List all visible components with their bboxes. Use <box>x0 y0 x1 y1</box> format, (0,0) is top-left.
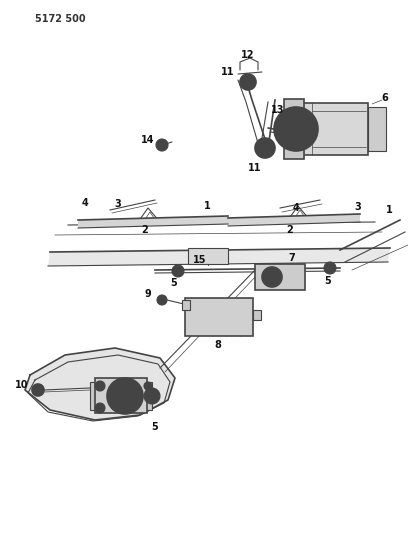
Text: 13: 13 <box>271 105 285 115</box>
Circle shape <box>123 394 127 398</box>
Circle shape <box>262 267 282 287</box>
Circle shape <box>172 265 184 277</box>
Polygon shape <box>78 216 228 228</box>
Text: 2: 2 <box>142 225 149 235</box>
Text: 4: 4 <box>293 203 299 213</box>
Polygon shape <box>25 348 175 420</box>
Bar <box>253 310 261 320</box>
Text: 1: 1 <box>386 205 392 215</box>
Bar <box>182 300 190 310</box>
Circle shape <box>144 382 152 390</box>
Circle shape <box>156 139 168 151</box>
Circle shape <box>176 269 180 273</box>
Polygon shape <box>228 214 360 226</box>
Text: 11: 11 <box>221 67 235 77</box>
Text: 12: 12 <box>241 50 255 60</box>
Text: 4: 4 <box>82 198 89 208</box>
Circle shape <box>144 388 160 404</box>
Circle shape <box>119 390 131 402</box>
Bar <box>255 264 305 290</box>
Text: 2: 2 <box>287 225 293 235</box>
Text: 8: 8 <box>215 340 222 350</box>
Text: 6: 6 <box>381 93 388 103</box>
Circle shape <box>294 127 298 131</box>
Circle shape <box>267 272 277 282</box>
Text: 9: 9 <box>144 289 151 299</box>
Circle shape <box>113 384 137 408</box>
Text: 3: 3 <box>355 202 361 212</box>
Circle shape <box>255 138 275 158</box>
Circle shape <box>157 295 167 305</box>
Text: 5172 500: 5172 500 <box>35 14 86 24</box>
Circle shape <box>260 143 270 153</box>
Text: 5: 5 <box>325 276 331 286</box>
Bar <box>185 298 253 336</box>
Circle shape <box>274 107 318 151</box>
Circle shape <box>149 393 155 399</box>
Circle shape <box>328 266 332 270</box>
Text: 14: 14 <box>141 135 155 145</box>
Circle shape <box>32 384 44 396</box>
Circle shape <box>244 78 252 86</box>
Circle shape <box>288 137 296 145</box>
Text: 5: 5 <box>152 422 158 432</box>
Bar <box>95 378 147 413</box>
Text: 7: 7 <box>288 253 295 263</box>
Circle shape <box>270 275 274 279</box>
Circle shape <box>36 388 40 392</box>
Text: 3: 3 <box>115 199 121 209</box>
Text: 5: 5 <box>171 278 177 288</box>
Circle shape <box>95 381 105 391</box>
Bar <box>368 107 386 151</box>
Circle shape <box>240 74 256 90</box>
Text: 1: 1 <box>204 201 211 211</box>
Polygon shape <box>48 248 390 266</box>
Bar <box>188 248 228 264</box>
Bar <box>90 382 152 410</box>
Circle shape <box>107 378 143 414</box>
Circle shape <box>288 113 296 121</box>
Text: 11: 11 <box>248 163 262 173</box>
Text: 10: 10 <box>15 380 29 390</box>
Bar <box>290 103 368 155</box>
Circle shape <box>95 403 105 413</box>
Circle shape <box>324 262 336 274</box>
Circle shape <box>290 123 302 135</box>
Bar <box>284 99 304 159</box>
Text: 15: 15 <box>193 255 207 265</box>
Circle shape <box>282 115 310 143</box>
